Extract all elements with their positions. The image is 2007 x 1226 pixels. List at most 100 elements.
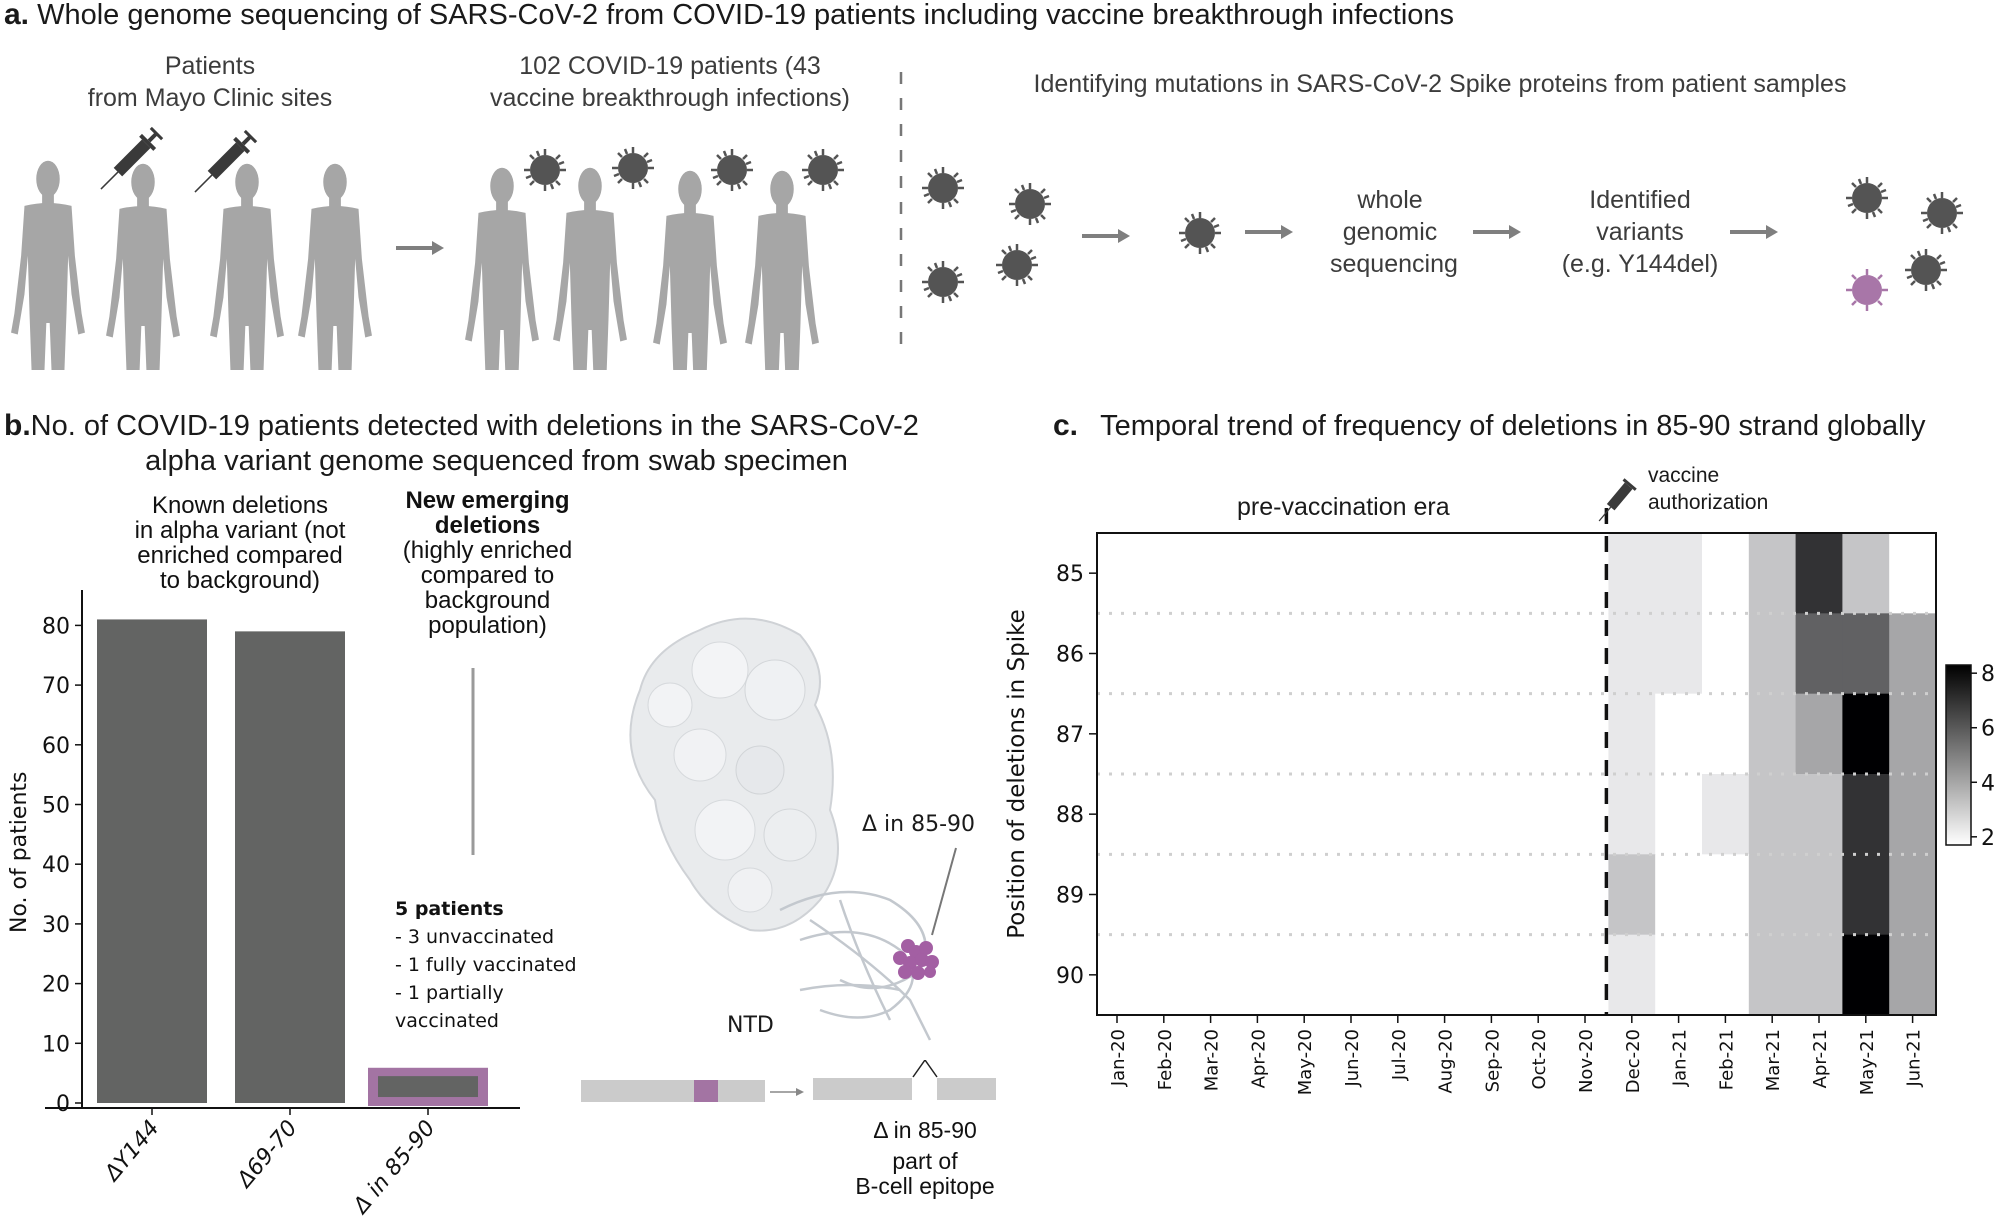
heatmap-cell [1702,533,1750,614]
arrow-icon [394,239,446,257]
heatmap-cell [1748,934,1797,1016]
heatmap-cell [1795,613,1843,695]
panel-b-title-line: No. of COVID-19 patients detected with d… [30,410,919,442]
colorbar [1945,664,1972,846]
y-tick-label: 87 [1056,723,1084,748]
patients-note-line: - 3 unvaccinated [395,926,555,948]
y-tick-label: 0 [56,1092,70,1117]
colorbar-tick-label: 6 [1981,717,1995,742]
x-tick-label: Feb-20 [1155,1029,1176,1090]
x-tick-label: Jun-21 [1904,1029,1925,1088]
virus-purple-icon [1844,267,1890,313]
arrow-icon [1243,223,1295,241]
person-icon [553,167,627,370]
y-tick-label: 88 [1056,803,1084,828]
virus-icon [610,145,656,191]
heatmap-cell [1889,613,1937,695]
y-tick-label: 80 [42,614,70,639]
person-icon [11,160,85,370]
new-deletions-caption: New emerging deletions (highly enriched … [380,488,595,638]
heatmap-cell [1655,693,1703,775]
x-tick-label: Apr-20 [1248,1029,1269,1088]
heatmap-cell [1655,613,1703,695]
y-tick-label: 40 [42,853,70,878]
heatmap-cell [1889,934,1937,1016]
deletion-pointer-line [931,847,957,936]
y-tick-label: 70 [42,674,70,699]
panel-a-letter: a. [4,0,30,31]
ntd-segment [581,1080,765,1102]
patients-note-line: - 1 fully vaccinated [395,954,577,976]
y-tick-label: 60 [42,734,70,759]
caption-line: (highly enriched [402,537,573,564]
panel-c-title-text: Temporal trend of frequency of deletions… [1100,410,1926,442]
panel-b-letter: b. [4,409,31,442]
heatmap-cell [1889,533,1937,614]
label-line: genomic [1342,218,1438,246]
panel-a-illustration [11,72,1965,370]
virus-icon [920,259,966,305]
heatmap-cell [1842,613,1890,695]
vaccine-label-line: authorization [1648,491,1769,514]
caption-line: background [424,587,551,614]
panel-c-letter: c. [1053,409,1079,442]
heatmap-cell [1748,613,1797,695]
deletion-residues [893,939,939,980]
deletion-region [694,1080,718,1102]
step1-label-line: Patients [164,52,256,80]
colorbar-tick-label: 4 [1981,771,1995,796]
step2-label-line: 102 COVID-19 patients (43 [519,52,821,80]
y-axis-label: No. of patients [7,772,32,933]
step1-label: Patients from Mayo Clinic sites [60,50,360,114]
panel-b-title: b.No. of COVID-19 patients detected with… [4,408,989,479]
heatmap-cell [1608,854,1656,936]
heatmap-cell [1795,693,1843,775]
person-icon [745,170,819,370]
virus-icon [1844,175,1890,221]
x-tick-label: May-20 [1295,1029,1316,1095]
heatmap-cell [1608,934,1656,1016]
x-tick-label: Δ69-70 [231,1116,302,1194]
heatmap-cell [1655,774,1703,855]
y-tick-label: 50 [42,794,70,819]
patients-note-line: vaccinated [395,1010,499,1032]
bar-chart: 0 10 20 30 40 50 60 70 80 No. of patients ΔY144 Δ69… [7,590,520,1220]
vaccine-label: vaccine authorization [1648,462,1768,516]
panel-b-title-line: alpha variant genome sequenced from swab… [145,445,848,477]
person-icon [298,163,372,370]
label-line: variants [1596,218,1684,246]
heatmap-cell [1889,693,1937,775]
x-tick-label: Jun-20 [1342,1029,1363,1088]
x-tick-label: Δ in 85-90 [348,1116,441,1220]
caption-bold-line: New emerging [405,487,570,514]
heatmap-cell [1608,533,1656,614]
label-line: (e.g. Y144del) [1561,250,1719,278]
heatmap-cell [1748,533,1797,614]
heatmap-cell [1608,693,1656,775]
arrow-icon [1080,227,1132,245]
arrow-icon [1471,223,1523,241]
heatmap-cell [1842,934,1890,1016]
heatmap-cell [1702,774,1750,855]
virus-icon [1903,247,1949,293]
vaccine-label-line: vaccine [1648,464,1720,487]
y-tick-label: 90 [1056,964,1084,989]
person-icon [106,163,180,370]
colorbar-tick-label: 2 [1981,826,1995,851]
heatmap-cell [1795,774,1843,855]
spike-ntd-structure [629,617,957,1041]
heatmap-cell [1748,693,1797,775]
heatmap-cell [1795,533,1843,614]
x-tick-label: Mar-21 [1763,1029,1784,1091]
person-icon [465,167,539,370]
heatmap-cell [1702,934,1750,1016]
heatmap-cell [1608,613,1656,695]
virus-icon [709,147,755,193]
x-tick-label: Nov-20 [1576,1029,1597,1093]
heatmap-cell [1842,854,1890,936]
ntd-segment-left [813,1078,912,1100]
structure-deletion-label: Δ in 85-90 [862,812,976,837]
label-line: whole [1357,186,1423,214]
y-tick-label: 20 [42,973,70,998]
caption-line: enriched compared [137,542,343,569]
